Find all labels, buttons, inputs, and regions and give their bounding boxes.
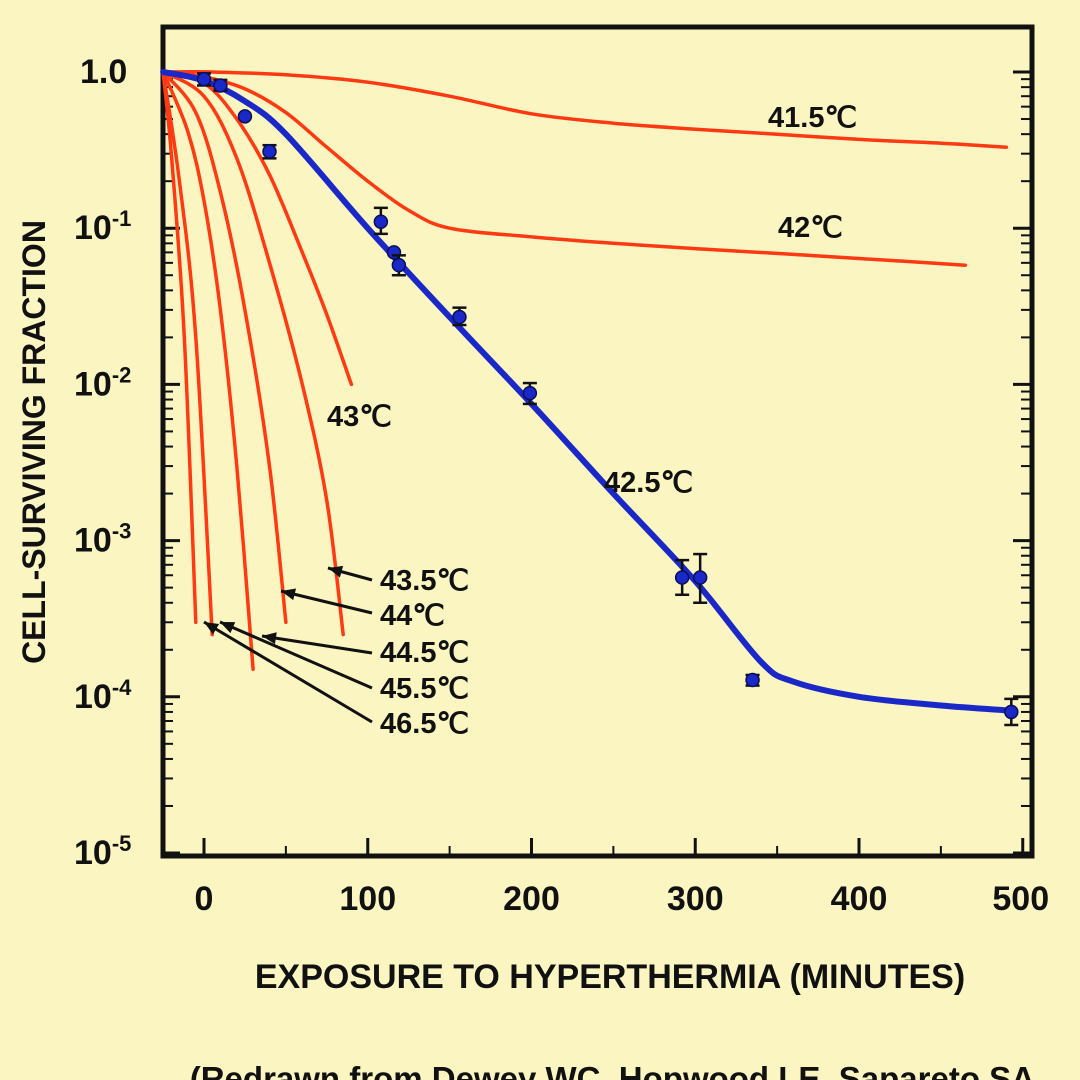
y-tick-label: 1.0 bbox=[80, 53, 127, 91]
data-point bbox=[391, 257, 407, 273]
pointer-arrow-head bbox=[204, 622, 220, 635]
data-point bbox=[452, 309, 467, 325]
curve-46-5 bbox=[161, 70, 198, 625]
y-tick-label: 10-3 bbox=[74, 519, 131, 560]
data-point bbox=[745, 672, 760, 688]
x-tick-label: 500 bbox=[992, 880, 1049, 918]
y-tick-label: 10-1 bbox=[74, 206, 131, 247]
plot-frame bbox=[160, 24, 1035, 859]
y-tick-label: 10-4 bbox=[74, 675, 132, 716]
curve-44-5 bbox=[161, 70, 255, 672]
pointer-arrow-head bbox=[262, 632, 277, 645]
y-tick-label: 10-2 bbox=[74, 362, 131, 403]
curve-43 bbox=[161, 70, 354, 387]
pointer-arrow-head bbox=[281, 588, 297, 601]
curve-label-41-5: 41.5℃ bbox=[768, 102, 857, 134]
x-tick-label: 400 bbox=[831, 880, 888, 918]
pointer-arrow-head bbox=[328, 565, 344, 578]
curve-label-42-5: 42.5℃ bbox=[604, 467, 693, 499]
curve-label-46-5: 46.5℃ bbox=[380, 708, 469, 740]
curve-42-5 bbox=[160, 69, 1010, 714]
curve-label-44: 44℃ bbox=[380, 600, 445, 632]
x-axis-title: EXPOSURE TO HYPERTHERMIA (MINUTES) bbox=[255, 958, 965, 996]
y-tick-label: 10-5 bbox=[74, 831, 131, 872]
curve-43-5 bbox=[161, 70, 345, 637]
x-tick-label: 0 bbox=[195, 880, 214, 918]
data-point bbox=[674, 570, 690, 585]
pointer-arrow-line bbox=[203, 620, 373, 724]
curve-label-42: 42℃ bbox=[778, 212, 843, 244]
curve-label-45-5: 45.5℃ bbox=[380, 673, 469, 705]
pointer-arrow-line bbox=[261, 634, 373, 655]
curve-41-5 bbox=[161, 70, 1009, 149]
data-point bbox=[692, 570, 708, 585]
y-axis-title: CELL-SURVIVING FRACTION bbox=[16, 220, 52, 664]
curve-label-44-5: 44.5℃ bbox=[380, 637, 469, 669]
data-point bbox=[1004, 704, 1019, 720]
data-point bbox=[262, 144, 277, 159]
data-point bbox=[196, 71, 212, 87]
data-point bbox=[237, 109, 253, 124]
x-tick-label: 300 bbox=[667, 880, 724, 918]
curve-44 bbox=[161, 70, 288, 625]
x-tick-label: 100 bbox=[339, 880, 396, 918]
data-point bbox=[213, 78, 228, 93]
pointer-arrow-line bbox=[280, 589, 373, 615]
data-point bbox=[373, 214, 389, 229]
pointer-arrow-line bbox=[219, 620, 373, 690]
curve-label-43: 43℃ bbox=[327, 401, 392, 433]
x-tick-label: 200 bbox=[503, 880, 560, 918]
pointer-arrow-head bbox=[220, 622, 236, 634]
citation-text: (Redrawn from Dewey WC, Hopwood LE, Sapa… bbox=[190, 1060, 1035, 1080]
curve-45-5 bbox=[161, 70, 214, 637]
curve-42 bbox=[161, 70, 968, 267]
curve-label-43-5: 43.5℃ bbox=[380, 565, 469, 597]
data-point bbox=[522, 385, 538, 401]
